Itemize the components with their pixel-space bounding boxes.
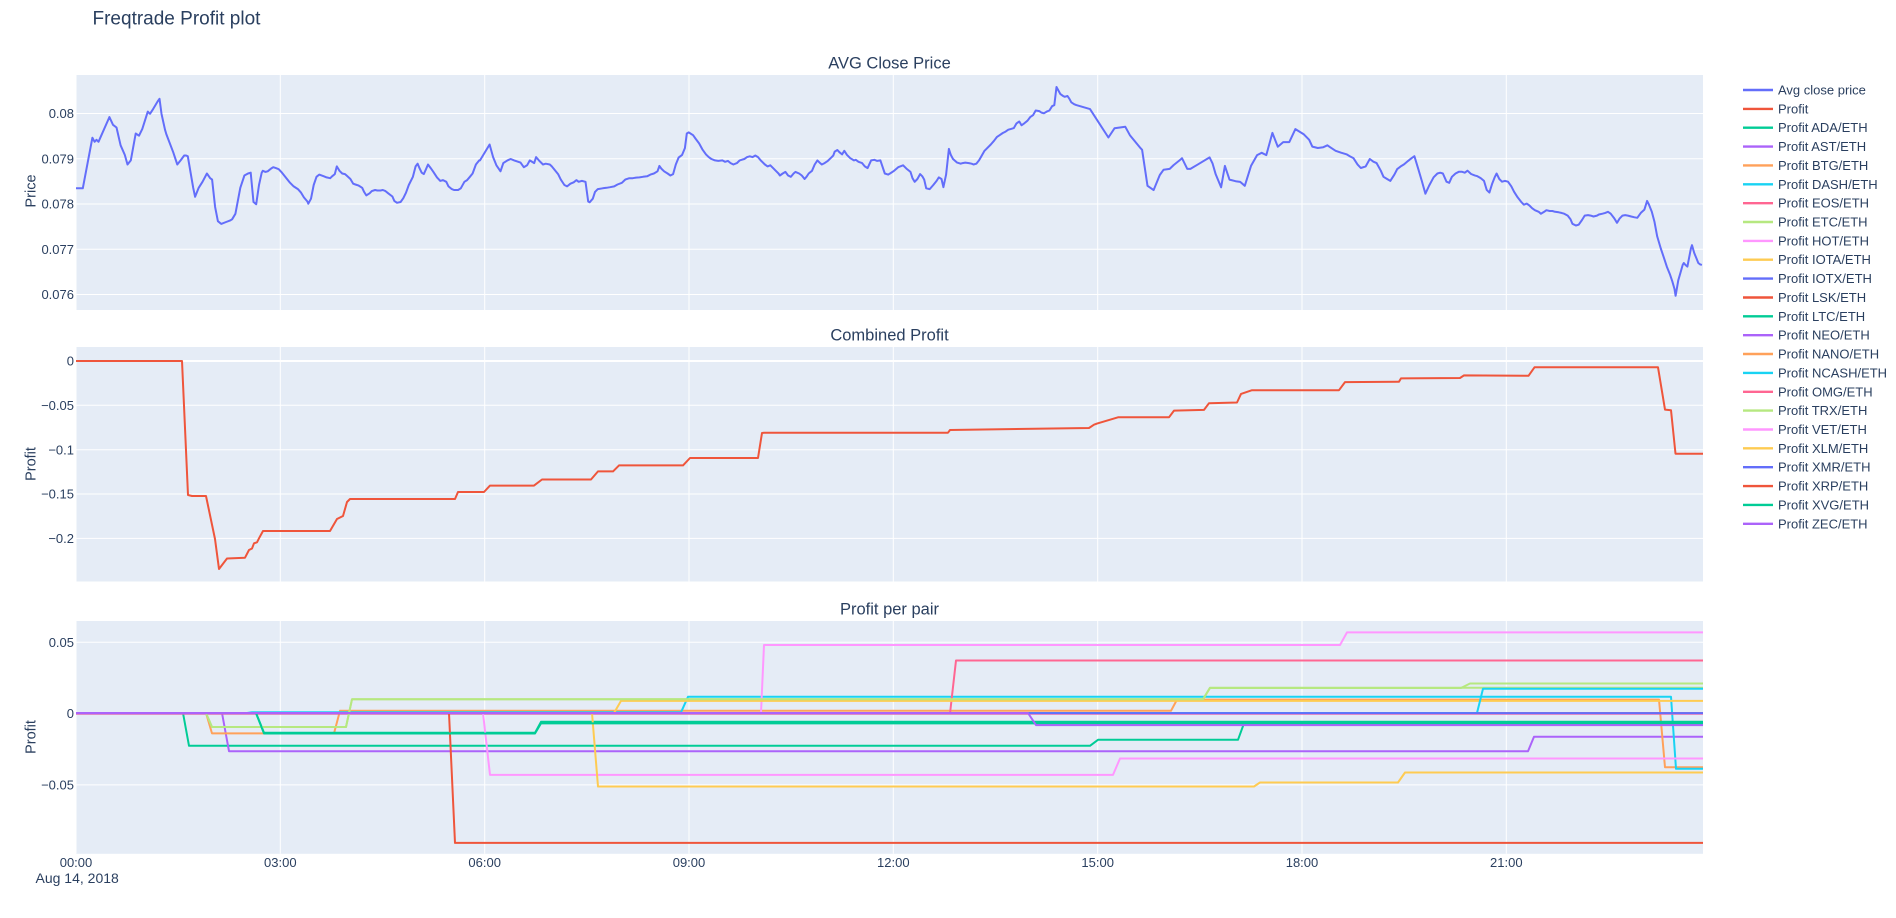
svg-text:0.078: 0.078	[41, 197, 74, 212]
svg-text:Profit LTC/ETH: Profit LTC/ETH	[1778, 309, 1865, 324]
svg-text:0: 0	[67, 354, 74, 369]
svg-text:Profit ETC/ETH: Profit ETC/ETH	[1778, 215, 1868, 230]
svg-text:Avg close price: Avg close price	[1778, 83, 1866, 98]
svg-text:0.08: 0.08	[49, 106, 74, 121]
svg-text:Profit NEO/ETH: Profit NEO/ETH	[1778, 328, 1870, 343]
svg-text:Price: Price	[24, 174, 40, 207]
svg-text:AVG Close Price: AVG Close Price	[828, 55, 951, 73]
svg-text:Profit AST/ETH: Profit AST/ETH	[1778, 139, 1866, 154]
svg-text:Profit IOTX/ETH: Profit IOTX/ETH	[1778, 271, 1872, 286]
svg-text:Profit VET/ETH: Profit VET/ETH	[1778, 422, 1867, 437]
svg-text:Profit: Profit	[24, 447, 40, 481]
svg-text:−0.15: −0.15	[41, 487, 74, 502]
svg-text:09:00: 09:00	[673, 855, 706, 870]
svg-text:06:00: 06:00	[468, 855, 501, 870]
svg-text:Profit ZEC/ETH: Profit ZEC/ETH	[1778, 516, 1868, 531]
svg-text:0.076: 0.076	[41, 287, 74, 302]
svg-text:Profit NANO/ETH: Profit NANO/ETH	[1778, 347, 1879, 362]
svg-text:Combined Profit: Combined Profit	[830, 327, 949, 345]
svg-text:0.077: 0.077	[41, 242, 74, 257]
svg-text:21:00: 21:00	[1490, 855, 1523, 870]
svg-text:0: 0	[67, 706, 74, 721]
svg-text:Profit per pair: Profit per pair	[840, 601, 940, 619]
svg-text:12:00: 12:00	[877, 855, 910, 870]
svg-text:Profit NCASH/ETH: Profit NCASH/ETH	[1778, 365, 1887, 380]
svg-text:15:00: 15:00	[1081, 855, 1114, 870]
svg-text:Profit EOS/ETH: Profit EOS/ETH	[1778, 196, 1869, 211]
svg-text:Profit DASH/ETH: Profit DASH/ETH	[1778, 177, 1878, 192]
svg-text:Profit ADA/ETH: Profit ADA/ETH	[1778, 120, 1868, 135]
svg-text:Profit XLM/ETH: Profit XLM/ETH	[1778, 441, 1868, 456]
svg-text:Freqtrade Profit plot: Freqtrade Profit plot	[93, 9, 262, 30]
svg-text:Profit XVG/ETH: Profit XVG/ETH	[1778, 497, 1869, 512]
svg-text:−0.05: −0.05	[41, 778, 74, 793]
svg-text:−0.1: −0.1	[48, 442, 74, 457]
svg-text:00:00: 00:00	[60, 855, 93, 870]
svg-text:18:00: 18:00	[1286, 855, 1319, 870]
svg-text:Profit IOTA/ETH: Profit IOTA/ETH	[1778, 252, 1871, 267]
svg-text:Profit LSK/ETH: Profit LSK/ETH	[1778, 290, 1866, 305]
svg-text:Profit XRP/ETH: Profit XRP/ETH	[1778, 479, 1868, 494]
svg-text:Profit XMR/ETH: Profit XMR/ETH	[1778, 460, 1870, 475]
svg-text:Profit OMG/ETH: Profit OMG/ETH	[1778, 384, 1873, 399]
svg-text:03:00: 03:00	[264, 855, 297, 870]
svg-text:Profit: Profit	[1778, 101, 1809, 116]
svg-text:Profit: Profit	[24, 720, 40, 754]
svg-text:Profit TRX/ETH: Profit TRX/ETH	[1778, 403, 1867, 418]
svg-text:−0.2: −0.2	[48, 531, 74, 546]
svg-text:Aug 14, 2018: Aug 14, 2018	[36, 870, 120, 886]
svg-text:Profit HOT/ETH: Profit HOT/ETH	[1778, 233, 1869, 248]
svg-text:Profit BTG/ETH: Profit BTG/ETH	[1778, 158, 1868, 173]
svg-text:−0.05: −0.05	[41, 398, 74, 413]
svg-text:0.079: 0.079	[41, 151, 74, 166]
svg-text:0.05: 0.05	[49, 635, 74, 650]
